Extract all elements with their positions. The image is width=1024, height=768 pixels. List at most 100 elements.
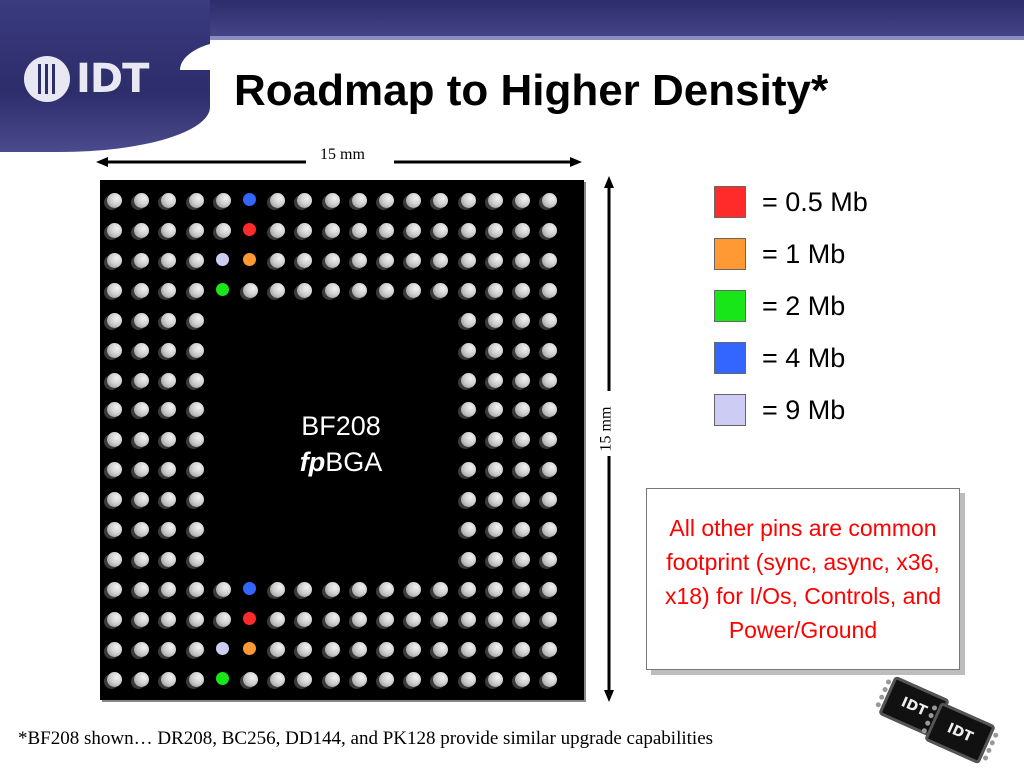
legend-item: = 0.5 Mb — [714, 186, 914, 218]
solder-ball-pin — [515, 432, 530, 448]
solder-ball-pin — [215, 222, 231, 238]
solder-ball-pin — [161, 312, 177, 328]
solder-ball-pin — [515, 611, 530, 627]
bga-package — [100, 180, 584, 700]
legend-label: = 1 Mb — [762, 239, 846, 269]
solder-ball-pin — [351, 611, 367, 627]
solder-ball-pin — [487, 492, 503, 508]
solder-ball-pin — [487, 402, 503, 418]
idt-logo: IDT — [24, 44, 149, 114]
solder-ball-pin — [406, 282, 422, 298]
legend-item: = 1 Mb — [714, 238, 914, 270]
solder-ball-pin — [107, 522, 122, 538]
solder-ball-pin — [351, 282, 367, 298]
solder-ball-pin — [433, 222, 449, 238]
solder-ball-pin — [161, 581, 177, 597]
solder-ball-pin — [107, 611, 122, 627]
solder-ball-pin — [161, 402, 177, 418]
solder-ball-pin — [188, 462, 204, 478]
solder-ball-pin — [542, 611, 558, 627]
solder-ball-pin — [460, 492, 476, 508]
note-box: All other pins are common footprint (syn… — [646, 488, 960, 670]
highlighted-pin — [243, 611, 256, 625]
solder-ball-pin — [515, 522, 530, 538]
solder-ball-pin — [460, 342, 476, 358]
solder-ball-pin — [188, 222, 204, 238]
solder-ball-pin — [460, 552, 476, 568]
solder-ball-pin — [515, 671, 530, 687]
legend-item: = 2 Mb — [714, 290, 914, 322]
solder-ball-pin — [215, 611, 231, 627]
solder-ball-pin — [134, 462, 150, 478]
solder-ball-pin — [188, 671, 204, 687]
solder-ball-pin — [379, 581, 394, 597]
solder-ball-pin — [107, 193, 122, 208]
solder-ball-pin — [188, 372, 204, 388]
solder-ball-pin — [487, 432, 503, 448]
solder-ball-pin — [487, 222, 503, 238]
solder-ball-pin — [515, 222, 530, 238]
solder-ball-pin — [542, 193, 558, 208]
solder-ball-pin — [134, 193, 150, 208]
solder-ball-pin — [433, 193, 449, 208]
solder-ball-pin — [324, 671, 340, 687]
solder-ball-pin — [542, 671, 558, 687]
solder-ball-pin — [134, 641, 150, 657]
solder-ball-pin — [161, 222, 177, 238]
header-rule — [205, 36, 1024, 40]
solder-ball-pin — [460, 462, 476, 478]
width-dimension-arrow — [96, 157, 582, 167]
footnote: *BF208 shown… DR208, BC256, DD144, and P… — [18, 728, 714, 749]
solder-ball-pin — [515, 282, 530, 298]
solder-ball-pin — [487, 641, 503, 657]
solder-ball-pin — [515, 193, 530, 208]
solder-ball-pin — [515, 402, 530, 418]
solder-ball-pin — [487, 252, 503, 268]
solder-ball-pin — [188, 552, 204, 568]
solder-ball-pin — [161, 193, 177, 208]
solder-ball-pin — [515, 372, 530, 388]
solder-ball-pin — [188, 581, 204, 597]
solder-ball-pin — [161, 342, 177, 358]
legend-item: = 9 Mb — [714, 394, 914, 426]
solder-ball-pin — [460, 222, 476, 238]
chip-icon: IDT — [924, 701, 996, 765]
solder-ball-pin — [460, 312, 476, 328]
solder-ball-pin — [542, 372, 558, 388]
highlighted-pin — [243, 193, 256, 206]
solder-ball-pin — [542, 222, 558, 238]
solder-ball-pin — [297, 641, 313, 657]
solder-ball-pin — [542, 252, 558, 268]
solder-ball-pin — [460, 402, 476, 418]
legend-label: = 4 Mb — [762, 343, 846, 373]
solder-ball-pin — [297, 611, 313, 627]
solder-ball-pin — [515, 552, 530, 568]
solder-ball-pin — [270, 641, 286, 657]
solder-ball-pin — [297, 671, 313, 687]
solder-ball-pin — [460, 372, 476, 388]
solder-ball-pin — [134, 312, 150, 328]
solder-ball-pin — [515, 342, 530, 358]
solder-ball-pin — [542, 581, 558, 597]
solder-ball-pin — [270, 193, 286, 208]
solder-ball-pin — [542, 492, 558, 508]
solder-ball-pin — [134, 671, 150, 687]
highlighted-pin — [243, 252, 256, 266]
solder-ball-pin — [379, 641, 394, 657]
solder-ball-pin — [487, 552, 503, 568]
legend-swatch — [714, 290, 746, 322]
solder-ball-pin — [270, 252, 286, 268]
highlighted-pin — [215, 641, 229, 655]
solder-ball-pin — [406, 252, 422, 268]
solder-ball-pin — [460, 522, 476, 538]
solder-ball-pin — [161, 462, 177, 478]
solder-ball-pin — [406, 222, 422, 238]
solder-ball-pin — [324, 252, 340, 268]
solder-ball-pin — [324, 282, 340, 298]
highlighted-pin — [215, 671, 229, 685]
solder-ball-pin — [107, 552, 122, 568]
solder-ball-pin — [324, 611, 340, 627]
solder-ball-pin — [460, 193, 476, 208]
solder-ball-pin — [515, 252, 530, 268]
highlighted-pin — [243, 641, 256, 655]
